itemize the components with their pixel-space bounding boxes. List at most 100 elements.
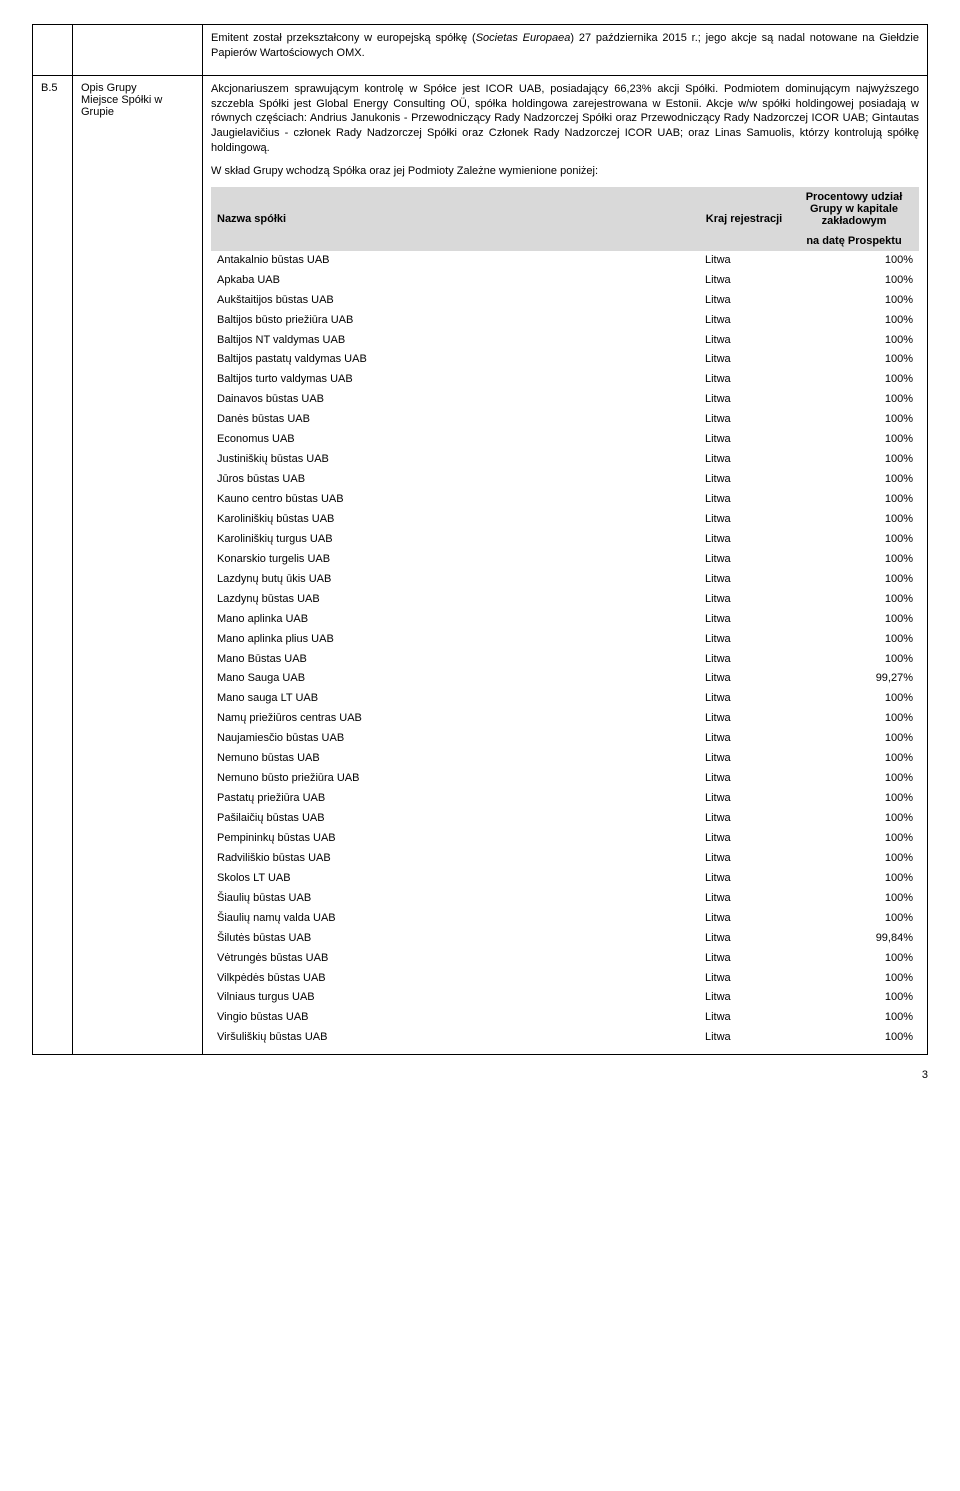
- cell-name: Radviliškio būstas UAB: [211, 849, 699, 869]
- cell-name: Economus UAB: [211, 430, 699, 450]
- cell-name: Karoliniškių turgus UAB: [211, 530, 699, 550]
- cell-name: Nemuno būsto priežiūra UAB: [211, 769, 699, 789]
- table-row: Šiaulių būstas UABLitwa100%: [211, 889, 919, 909]
- cell-name: Lazdynų būstas UAB: [211, 590, 699, 610]
- cell-country: Litwa: [699, 530, 789, 550]
- cell-name: Danės būstas UAB: [211, 410, 699, 430]
- cell-country: Litwa: [699, 689, 789, 709]
- cell-percent: 100%: [789, 869, 919, 889]
- cell-country: Litwa: [699, 430, 789, 450]
- cell-percent: 100%: [789, 450, 919, 470]
- table-row: Economus UABLitwa100%: [211, 430, 919, 450]
- cell-percent: 100%: [789, 350, 919, 370]
- row1-paragraph: Emitent został przekształcony w europejs…: [211, 31, 919, 61]
- table-row: Baltijos NT valdymas UABLitwa100%: [211, 331, 919, 351]
- cell-name: Aukštaitijos būstas UAB: [211, 291, 699, 311]
- table-row: Šiaulių namų valda UABLitwa100%: [211, 909, 919, 929]
- row2-label-cell: Opis Grupy Miejsce Spółki w Grupie: [73, 75, 203, 1055]
- cell-country: Litwa: [699, 969, 789, 989]
- cell-percent: 100%: [789, 490, 919, 510]
- cell-country: Litwa: [699, 909, 789, 929]
- cell-country: Litwa: [699, 550, 789, 570]
- cell-percent: 100%: [789, 410, 919, 430]
- table-row: Vilniaus turgus UABLitwa100%: [211, 988, 919, 1008]
- cell-percent: 100%: [789, 829, 919, 849]
- cell-percent: 100%: [789, 530, 919, 550]
- cell-name: Baltijos turto valdymas UAB: [211, 370, 699, 390]
- cell-country: Litwa: [699, 311, 789, 331]
- cell-name: Šiaulių namų valda UAB: [211, 909, 699, 929]
- table-row: Danės būstas UABLitwa100%: [211, 410, 919, 430]
- table-row: Mano Būstas UABLitwa100%: [211, 650, 919, 670]
- cell-percent: 100%: [789, 1008, 919, 1028]
- row2-para2: W skład Grupy wchodzą Spółka oraz jej Po…: [211, 164, 919, 179]
- inner-header-row-1: Nazwa spółki Kraj rejestracji Procentowy…: [211, 187, 919, 231]
- cell-country: Litwa: [699, 610, 789, 630]
- cell-country: Litwa: [699, 949, 789, 969]
- header-name: Nazwa spółki: [211, 187, 699, 251]
- cell-percent: 100%: [789, 689, 919, 709]
- cell-percent: 100%: [789, 510, 919, 530]
- cell-percent: 100%: [789, 550, 919, 570]
- table-row: Aukštaitijos būstas UABLitwa100%: [211, 291, 919, 311]
- cell-name: Mano aplinka plius UAB: [211, 630, 699, 650]
- cell-percent: 100%: [789, 590, 919, 610]
- row1-text-before: Emitent został przekształcony w europejs…: [211, 32, 476, 44]
- table-row: Vingio būstas UABLitwa100%: [211, 1008, 919, 1028]
- cell-percent: 100%: [789, 390, 919, 410]
- cell-name: Baltijos NT valdymas UAB: [211, 331, 699, 351]
- cell-name: Viršuliškių būstas UAB: [211, 1028, 699, 1048]
- cell-name: Dainavos būstas UAB: [211, 390, 699, 410]
- table-row: Mano Sauga UABLitwa99,27%: [211, 669, 919, 689]
- row1-label-cell: [73, 25, 203, 76]
- cell-percent: 100%: [789, 610, 919, 630]
- row2-label-line1: Opis Grupy: [81, 82, 194, 94]
- cell-country: Litwa: [699, 490, 789, 510]
- row1-italic: Societas Europaea: [476, 32, 571, 44]
- cell-name: Šiaulių būstas UAB: [211, 889, 699, 909]
- cell-name: Naujamiesčio būstas UAB: [211, 729, 699, 749]
- header-pct-line1: Procentowy udział Grupy w kapitale zakła…: [789, 187, 919, 231]
- cell-country: Litwa: [699, 749, 789, 769]
- cell-percent: 99,84%: [789, 929, 919, 949]
- cell-name: Mano Būstas UAB: [211, 650, 699, 670]
- table-row: Viršuliškių būstas UABLitwa100%: [211, 1028, 919, 1048]
- cell-country: Litwa: [699, 789, 789, 809]
- table-row: Baltijos būsto priežiūra UABLitwa100%: [211, 311, 919, 331]
- table-row: Nemuno būstas UABLitwa100%: [211, 749, 919, 769]
- cell-percent: 100%: [789, 809, 919, 829]
- outer-table: Emitent został przekształcony w europejs…: [32, 24, 928, 1055]
- cell-percent: 100%: [789, 630, 919, 650]
- cell-name: Vilniaus turgus UAB: [211, 988, 699, 1008]
- cell-country: Litwa: [699, 510, 789, 530]
- table-row: Lazdynų būstas UABLitwa100%: [211, 590, 919, 610]
- cell-name: Vilkpėdės būstas UAB: [211, 969, 699, 989]
- cell-percent: 100%: [789, 1028, 919, 1048]
- cell-country: Litwa: [699, 450, 789, 470]
- page-number: 3: [32, 1069, 928, 1081]
- cell-name: Justiniškių būstas UAB: [211, 450, 699, 470]
- table-row: Radviliškio būstas UABLitwa100%: [211, 849, 919, 869]
- row2-content-cell: Akcjonariuszem sprawującym kontrolę w Sp…: [203, 75, 928, 1055]
- cell-country: Litwa: [699, 370, 789, 390]
- cell-country: Litwa: [699, 869, 789, 889]
- cell-country: Litwa: [699, 889, 789, 909]
- table-row: Pašilaičių būstas UABLitwa100%: [211, 809, 919, 829]
- header-country: Kraj rejestracji: [699, 187, 789, 251]
- cell-country: Litwa: [699, 650, 789, 670]
- cell-country: Litwa: [699, 331, 789, 351]
- cell-country: Litwa: [699, 769, 789, 789]
- cell-percent: 100%: [789, 291, 919, 311]
- row1-content-cell: Emitent został przekształcony w europejs…: [203, 25, 928, 76]
- cell-percent: 100%: [789, 570, 919, 590]
- table-row: Šilutės būstas UABLitwa99,84%: [211, 929, 919, 949]
- cell-percent: 100%: [789, 650, 919, 670]
- cell-percent: 100%: [789, 311, 919, 331]
- cell-country: Litwa: [699, 929, 789, 949]
- table-row: Antakalnio būstas UABLitwa100%: [211, 251, 919, 271]
- table-row: Vilkpėdės būstas UABLitwa100%: [211, 969, 919, 989]
- cell-name: Nemuno būstas UAB: [211, 749, 699, 769]
- cell-country: Litwa: [699, 630, 789, 650]
- cell-country: Litwa: [699, 669, 789, 689]
- cell-percent: 100%: [789, 729, 919, 749]
